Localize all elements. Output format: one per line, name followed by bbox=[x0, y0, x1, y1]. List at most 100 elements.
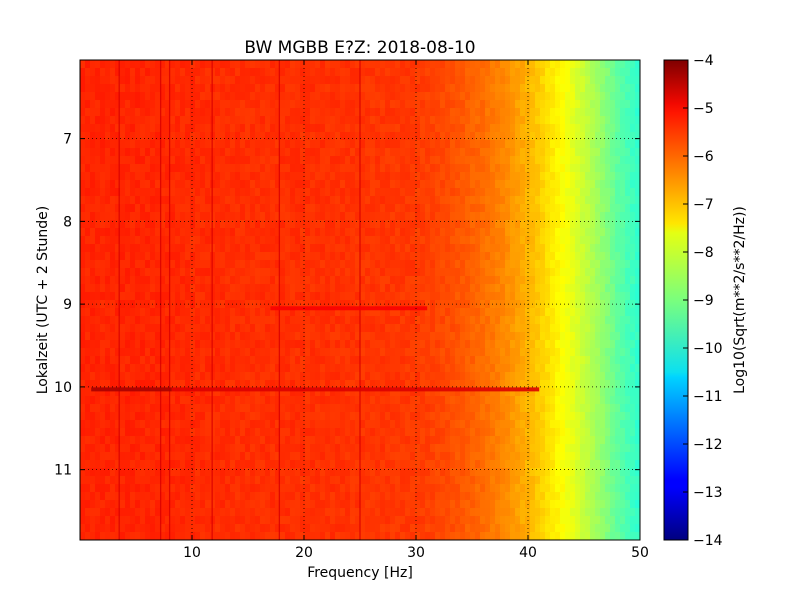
heatmap-cell bbox=[520, 244, 526, 253]
heatmap-cell bbox=[240, 380, 246, 389]
heatmap-cell bbox=[465, 292, 471, 301]
heatmap-cell bbox=[390, 252, 396, 261]
heatmap-cell bbox=[320, 148, 326, 157]
heatmap-cell bbox=[555, 84, 561, 93]
heatmap-cell bbox=[520, 84, 526, 93]
heatmap-cell bbox=[170, 268, 176, 277]
heatmap-cell bbox=[100, 292, 106, 301]
heatmap-cell bbox=[615, 92, 621, 101]
heatmap-cell bbox=[375, 308, 381, 317]
heatmap-cell bbox=[610, 92, 616, 101]
heatmap-cell bbox=[235, 300, 241, 309]
heatmap-cell bbox=[245, 324, 251, 333]
heatmap-cell bbox=[465, 124, 471, 133]
heatmap-cell bbox=[275, 380, 281, 389]
heatmap-cell bbox=[140, 156, 146, 165]
heatmap-cell bbox=[165, 140, 171, 149]
heatmap-cell bbox=[610, 164, 616, 173]
heatmap-cell bbox=[425, 148, 431, 157]
heatmap-cell bbox=[495, 260, 501, 269]
heatmap-cell bbox=[460, 348, 466, 357]
heatmap-cell bbox=[405, 140, 411, 149]
heatmap-cell bbox=[230, 148, 236, 157]
heatmap-cell bbox=[405, 268, 411, 277]
heatmap-cell bbox=[120, 68, 126, 77]
heatmap-cell bbox=[515, 260, 521, 269]
heatmap-cell bbox=[110, 388, 116, 397]
heatmap-cell bbox=[305, 300, 311, 309]
heatmap-cell bbox=[110, 332, 116, 341]
heatmap-cell bbox=[585, 60, 591, 69]
heatmap-cell bbox=[260, 108, 266, 117]
heatmap-cell bbox=[585, 84, 591, 93]
heatmap-cell bbox=[615, 332, 621, 341]
heatmap-cell bbox=[205, 180, 211, 189]
heatmap-cell bbox=[145, 276, 151, 285]
heatmap-cell bbox=[605, 356, 611, 365]
heatmap-cell bbox=[280, 356, 286, 365]
heatmap-cell bbox=[370, 268, 376, 277]
heatmap-cell bbox=[400, 228, 406, 237]
heatmap-cell bbox=[605, 348, 611, 357]
heatmap-cell bbox=[255, 388, 261, 397]
heatmap-cell bbox=[365, 68, 371, 77]
heatmap-cell bbox=[190, 172, 196, 181]
heatmap-cell bbox=[460, 212, 466, 221]
heatmap-cell bbox=[230, 348, 236, 357]
heatmap-cell bbox=[245, 204, 251, 213]
heatmap-cell bbox=[425, 244, 431, 253]
heatmap-cell bbox=[100, 324, 106, 333]
heatmap-cell bbox=[495, 60, 501, 69]
heatmap-cell bbox=[545, 380, 551, 389]
heatmap-cell bbox=[120, 76, 126, 85]
heatmap-cell bbox=[470, 340, 476, 349]
heatmap-cell bbox=[365, 180, 371, 189]
heatmap-cell bbox=[90, 100, 96, 109]
heatmap-cell bbox=[630, 100, 636, 109]
heatmap-cell bbox=[245, 108, 251, 117]
heatmap-cell bbox=[375, 372, 381, 381]
heatmap-cell bbox=[305, 68, 311, 77]
heatmap-cell bbox=[125, 188, 131, 197]
heatmap-cell bbox=[120, 204, 126, 213]
heatmap-cell bbox=[225, 188, 231, 197]
heatmap-cell bbox=[380, 404, 386, 413]
heatmap-cell bbox=[305, 380, 311, 389]
heatmap-cell bbox=[435, 284, 441, 293]
heatmap-cell bbox=[335, 228, 341, 237]
heatmap-cell bbox=[600, 92, 606, 101]
heatmap-cell bbox=[510, 188, 516, 197]
heatmap-cell bbox=[420, 68, 426, 77]
heatmap-cell bbox=[585, 76, 591, 85]
heatmap-cell bbox=[100, 92, 106, 101]
heatmap-cell bbox=[500, 324, 506, 333]
heatmap-cell bbox=[330, 412, 336, 421]
heatmap-cell bbox=[345, 388, 351, 397]
heatmap-cell bbox=[305, 172, 311, 181]
heatmap-cell bbox=[335, 268, 341, 277]
heatmap-cell bbox=[600, 404, 606, 413]
heatmap-cell bbox=[245, 308, 251, 317]
heatmap-cell bbox=[625, 76, 631, 85]
heatmap-cell bbox=[260, 156, 266, 165]
heatmap-cell bbox=[545, 108, 551, 117]
heatmap-cell bbox=[625, 356, 631, 365]
heatmap-cell bbox=[165, 100, 171, 109]
heatmap-cell bbox=[160, 124, 166, 133]
heatmap-cell bbox=[165, 388, 171, 397]
heatmap-cell bbox=[430, 268, 436, 277]
heatmap-cell bbox=[620, 132, 626, 141]
heatmap-cell bbox=[205, 84, 211, 93]
heatmap-cell bbox=[370, 388, 376, 397]
heatmap-cell bbox=[220, 364, 226, 373]
heatmap-cell bbox=[495, 100, 501, 109]
heatmap-cell bbox=[535, 60, 541, 69]
heatmap-cell bbox=[375, 180, 381, 189]
heatmap-cell bbox=[485, 116, 491, 125]
heatmap-cell bbox=[155, 236, 161, 245]
heatmap-cell bbox=[470, 212, 476, 221]
heatmap-cell bbox=[355, 148, 361, 157]
heatmap-cell bbox=[570, 332, 576, 341]
heatmap-cell bbox=[490, 132, 496, 141]
heatmap-cell bbox=[140, 92, 146, 101]
